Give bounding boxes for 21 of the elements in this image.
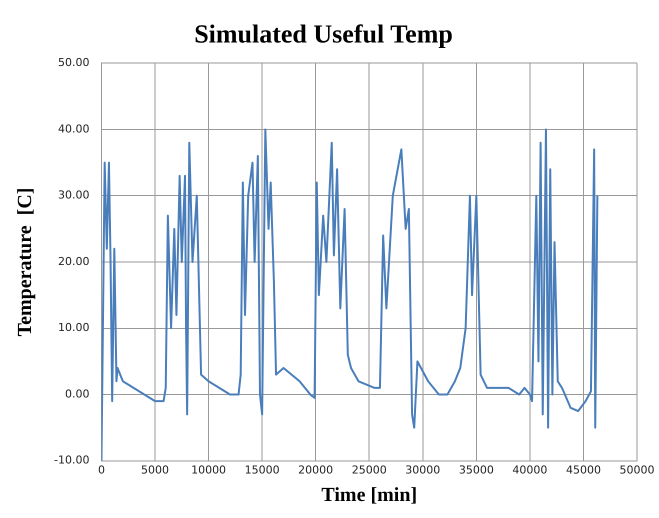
x-tick-label: 5000 [141,463,170,476]
x-tick-label: 30000 [405,463,440,476]
y-tick-label: 50.00 [58,56,90,70]
x-tick-label: 15000 [244,463,280,476]
chart-title: Simulated Useful Temp [194,19,453,48]
y-tick-label: 0.00 [64,387,90,400]
x-tick-label: 20000 [298,463,334,476]
x-tick-label: 50000 [620,463,654,476]
y-tick-label: 20.00 [58,254,90,268]
y-tick-label: 10.00 [58,321,90,334]
x-tick-label: 40000 [512,463,548,476]
x-tick-label: 10000 [191,463,226,476]
x-tick-label: 45000 [566,463,601,476]
y-tick-label: 30.00 [58,188,90,202]
x-axis-title: Time [min] [321,484,418,506]
y-tick-label: -10.00 [54,454,90,467]
x-tick-label: 25000 [352,463,387,476]
y-axis-title: Temperature [C] [14,188,36,336]
y-tick-label: 40.00 [58,122,90,136]
x-tick-label: 0 [98,463,105,476]
x-tick-label: 35000 [458,463,494,476]
